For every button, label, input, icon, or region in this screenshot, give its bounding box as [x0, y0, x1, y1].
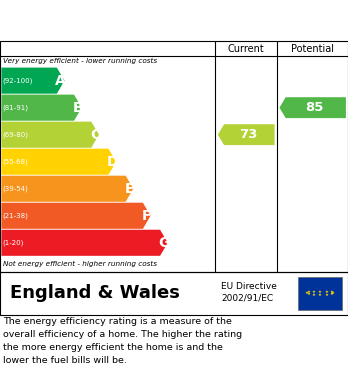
Text: B: B [73, 100, 83, 115]
Text: A: A [55, 74, 66, 88]
Text: C: C [90, 128, 100, 142]
Polygon shape [218, 124, 275, 145]
Polygon shape [1, 230, 168, 256]
Text: Current: Current [228, 43, 264, 54]
Text: (55-68): (55-68) [2, 158, 28, 165]
Text: ★: ★ [329, 291, 333, 294]
Text: Not energy efficient - higher running costs: Not energy efficient - higher running co… [3, 261, 158, 267]
Text: (81-91): (81-91) [2, 104, 29, 111]
Text: ★: ★ [304, 291, 309, 295]
Text: ★: ★ [307, 292, 310, 296]
Polygon shape [1, 122, 99, 148]
Polygon shape [1, 68, 64, 94]
Text: 85: 85 [305, 101, 324, 114]
Bar [298, 277, 342, 310]
Text: ★: ★ [329, 292, 333, 296]
Text: ★: ★ [318, 293, 322, 297]
Polygon shape [1, 95, 82, 121]
Text: E: E [125, 182, 134, 196]
Polygon shape [1, 149, 116, 175]
Text: G: G [158, 236, 169, 250]
Text: The energy efficiency rating is a measure of the
overall efficiency of a home. T: The energy efficiency rating is a measur… [3, 317, 243, 364]
Text: (1-20): (1-20) [2, 240, 24, 246]
Polygon shape [1, 203, 151, 229]
Text: ★: ★ [324, 293, 329, 297]
Text: ★: ★ [318, 290, 322, 294]
Text: ★: ★ [311, 293, 315, 297]
Text: F: F [142, 209, 151, 223]
Text: Very energy efficient - lower running costs: Very energy efficient - lower running co… [3, 58, 158, 65]
Text: Potential: Potential [291, 43, 334, 54]
Text: (92-100): (92-100) [2, 77, 33, 84]
Text: 73: 73 [239, 128, 257, 141]
Text: D: D [106, 155, 118, 169]
Text: (21-38): (21-38) [2, 212, 28, 219]
Polygon shape [279, 97, 346, 118]
Text: ★: ★ [331, 291, 335, 295]
Text: (39-54): (39-54) [2, 185, 28, 192]
Text: ★: ★ [324, 290, 329, 294]
Text: ★: ★ [311, 290, 315, 294]
Polygon shape [1, 176, 133, 202]
Text: (69-80): (69-80) [2, 131, 29, 138]
Text: Energy Efficiency Rating: Energy Efficiency Rating [10, 14, 232, 29]
Text: England & Wales: England & Wales [10, 284, 180, 302]
Text: ★: ★ [307, 291, 310, 294]
Text: EU Directive
2002/91/EC: EU Directive 2002/91/EC [221, 282, 277, 303]
